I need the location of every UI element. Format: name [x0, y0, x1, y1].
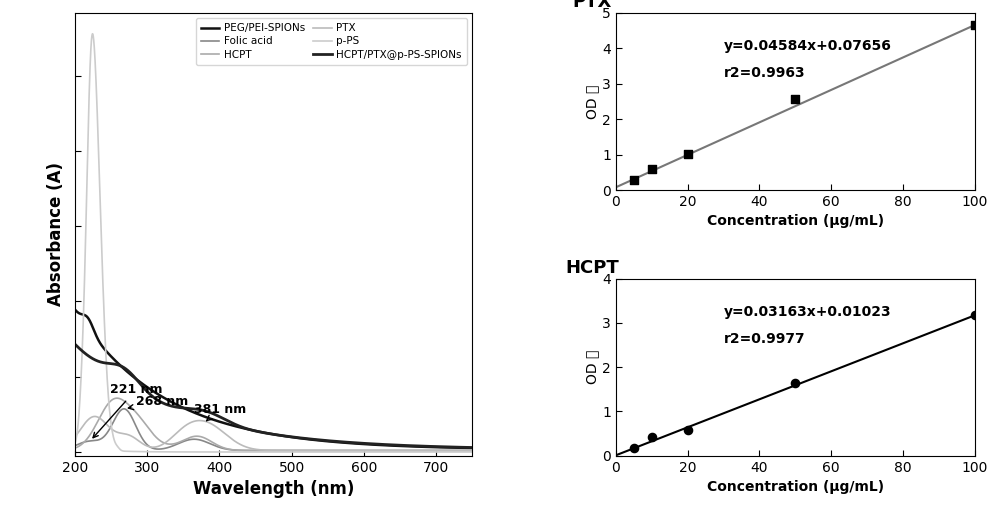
Line: PEG/PEI-SPIONs: PEG/PEI-SPIONs: [75, 310, 472, 448]
Y-axis label: OD 値: OD 値: [585, 350, 599, 384]
Folic acid: [118, 406, 130, 412]
Text: r2=0.9963: r2=0.9963: [724, 66, 805, 80]
Y-axis label: OD 値: OD 値: [585, 84, 599, 118]
Folic acid: [89, 437, 101, 443]
HCPT/PTX@p-PS-SPIONs: [455, 444, 467, 450]
HCPT/PTX@p-PS-SPIONs: [69, 341, 81, 347]
HCPT: [262, 448, 274, 454]
Point: [787, 379, 803, 387]
Line: p-PS: p-PS: [75, 34, 472, 452]
Folic acid: [466, 448, 478, 454]
Legend: PEG/PEI-SPIONs, Folic acid, HCPT, PTX, p-PS, HCPT/PTX@p-PS-SPIONs: PEG/PEI-SPIONs, Folic acid, HCPT, PTX, p…: [196, 18, 467, 65]
p-PS: [89, 65, 101, 72]
PTX: [466, 448, 478, 454]
Point: [644, 165, 660, 174]
PTX: [69, 434, 81, 440]
Text: 221 nm: 221 nm: [93, 383, 162, 438]
Text: y=0.04584x+0.07656: y=0.04584x+0.07656: [724, 40, 891, 54]
Point: [967, 21, 983, 29]
PTX: [89, 414, 101, 420]
Line: HCPT/PTX@p-PS-SPIONs: HCPT/PTX@p-PS-SPIONs: [75, 344, 472, 448]
Point: [644, 433, 660, 441]
HCPT/PTX@p-PS-SPIONs: [382, 441, 394, 448]
HCPT: [89, 423, 101, 429]
Point: [787, 95, 803, 103]
HCPT: [252, 448, 264, 454]
Folic acid: [455, 448, 467, 454]
Text: y=0.03163x+0.01023: y=0.03163x+0.01023: [724, 305, 891, 319]
X-axis label: Concentration (μg/mL): Concentration (μg/mL): [707, 214, 884, 229]
PTX: [380, 448, 392, 454]
PTX: [455, 448, 467, 454]
Line: PTX: PTX: [75, 417, 472, 451]
PEG/PEI-SPIONs: [69, 306, 81, 313]
p-PS: [455, 449, 467, 455]
Point: [680, 150, 696, 158]
Text: PTX: PTX: [573, 0, 612, 11]
PTX: [89, 414, 101, 420]
p-PS: [252, 449, 264, 455]
X-axis label: Concentration (μg/mL): Concentration (μg/mL): [707, 480, 884, 494]
HCPT: [455, 448, 467, 454]
HCPT: [69, 445, 81, 451]
HCPT/PTX@p-PS-SPIONs: [89, 357, 101, 363]
PTX: [382, 448, 394, 454]
HCPT: [344, 448, 356, 454]
p-PS: [262, 449, 274, 455]
PEG/PEI-SPIONs: [89, 330, 101, 336]
HCPT/PTX@p-PS-SPIONs: [454, 444, 466, 450]
Line: Folic acid: Folic acid: [75, 409, 472, 451]
Folic acid: [455, 448, 467, 454]
Text: 381 nm: 381 nm: [194, 403, 246, 421]
HCPT: [111, 395, 123, 401]
PTX: [262, 447, 274, 453]
Text: 268 nm: 268 nm: [128, 396, 189, 409]
Point: [626, 176, 642, 184]
PEG/PEI-SPIONs: [454, 445, 466, 451]
HCPT: [455, 448, 467, 454]
Text: HCPT: HCPT: [565, 259, 619, 277]
p-PS: [455, 449, 467, 455]
p-PS: [69, 440, 81, 447]
Y-axis label: Absorbance (A): Absorbance (A): [47, 162, 65, 306]
Folic acid: [262, 448, 274, 454]
HCPT/PTX@p-PS-SPIONs: [466, 444, 478, 451]
PEG/PEI-SPIONs: [262, 430, 274, 436]
Folic acid: [382, 448, 394, 454]
PEG/PEI-SPIONs: [455, 445, 467, 451]
Point: [967, 311, 983, 319]
X-axis label: Wavelength (nm): Wavelength (nm): [193, 480, 354, 498]
HCPT: [466, 448, 478, 454]
PTX: [455, 448, 467, 454]
PEG/PEI-SPIONs: [466, 445, 478, 451]
PTX: [252, 447, 264, 453]
HCPT/PTX@p-PS-SPIONs: [252, 428, 264, 435]
Folic acid: [328, 448, 340, 454]
p-PS: [86, 31, 98, 37]
Point: [680, 426, 696, 434]
Line: HCPT: HCPT: [75, 398, 472, 451]
HCPT/PTX@p-PS-SPIONs: [262, 431, 274, 437]
HCPT: [382, 448, 394, 454]
Text: r2=0.9977: r2=0.9977: [724, 332, 805, 346]
PEG/PEI-SPIONs: [382, 442, 394, 449]
Point: [626, 444, 642, 452]
p-PS: [382, 449, 394, 455]
Folic acid: [69, 442, 81, 449]
PEG/PEI-SPIONs: [252, 428, 264, 435]
Folic acid: [252, 448, 264, 454]
p-PS: [466, 449, 478, 455]
